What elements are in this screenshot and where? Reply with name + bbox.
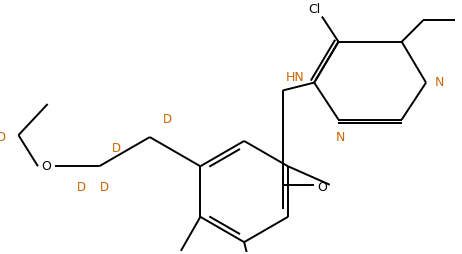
Text: N: N — [336, 131, 345, 144]
Text: D: D — [112, 142, 121, 155]
Text: HN: HN — [286, 71, 304, 84]
Text: D: D — [99, 181, 109, 194]
Text: O: O — [317, 181, 327, 194]
Text: D: D — [0, 131, 6, 144]
Text: D: D — [77, 181, 86, 194]
Text: N: N — [435, 76, 444, 89]
Text: O: O — [41, 160, 51, 173]
Text: Cl: Cl — [308, 3, 320, 16]
Text: D: D — [163, 113, 172, 126]
